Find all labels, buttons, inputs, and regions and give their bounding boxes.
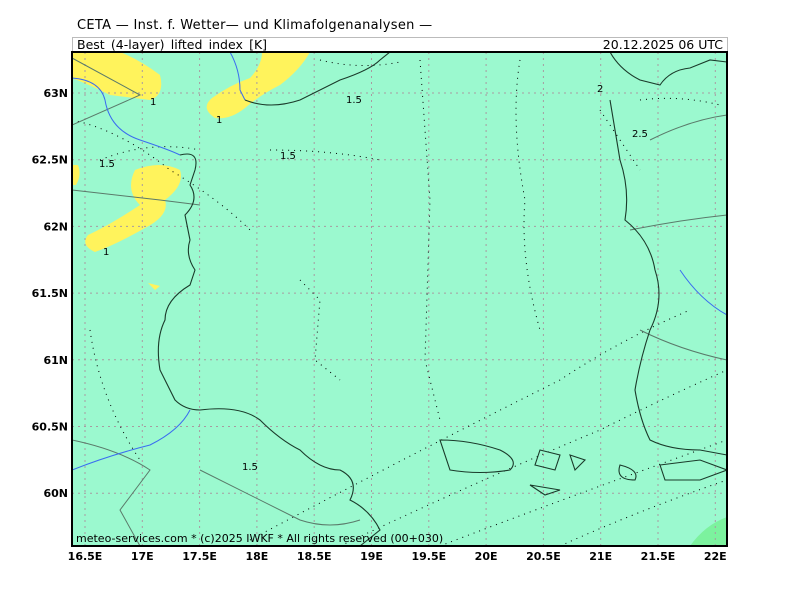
valid-time: 20.12.2025 06 UTC bbox=[602, 37, 723, 52]
low-li-area bbox=[72, 165, 80, 185]
contour-label: 1.5 bbox=[242, 462, 258, 473]
lon-label: 18E bbox=[245, 550, 268, 563]
lon-label: 22E bbox=[704, 550, 727, 563]
lat-label: 63N bbox=[43, 87, 68, 100]
lat-lon-grid bbox=[72, 52, 727, 546]
lon-label: 19.5E bbox=[411, 550, 446, 563]
contour-label: 2 bbox=[597, 84, 603, 95]
lat-label: 62N bbox=[43, 220, 68, 233]
lon-label: 20.5E bbox=[526, 550, 561, 563]
lon-label: 21.5E bbox=[641, 550, 676, 563]
chart-title: CETA — Inst. f. Wetter— und Klimafolgena… bbox=[77, 18, 433, 33]
contour-label: 1.5 bbox=[99, 159, 115, 170]
low-li-area bbox=[85, 165, 181, 252]
coastline bbox=[157, 52, 727, 546]
contour-label: 2.5 bbox=[632, 129, 648, 140]
lat-label: 60N bbox=[43, 487, 68, 500]
contour-label: 1.5 bbox=[346, 95, 362, 106]
lat-label: 61N bbox=[43, 354, 68, 367]
lon-label: 18.5E bbox=[297, 550, 332, 563]
country-borders bbox=[72, 57, 727, 546]
map-background bbox=[72, 52, 727, 546]
lon-label: 16.5E bbox=[68, 550, 103, 563]
lon-label: 17E bbox=[131, 550, 154, 563]
high-li-area bbox=[690, 517, 727, 546]
lon-label: 21E bbox=[589, 550, 612, 563]
lon-label: 17.5E bbox=[182, 550, 217, 563]
rivers bbox=[72, 52, 727, 471]
low-li-area bbox=[72, 52, 162, 100]
lat-label: 61.5N bbox=[32, 287, 68, 300]
contour-label: 1 bbox=[103, 247, 109, 258]
parameter-label: Best_(4-layer)_lifted_index_[K] bbox=[77, 37, 268, 52]
lat-label: 60.5N bbox=[32, 421, 68, 434]
contour-label: 1 bbox=[216, 115, 222, 126]
lat-label: 62.5N bbox=[32, 154, 68, 167]
contour-lines bbox=[72, 59, 727, 546]
lon-label: 20E bbox=[475, 550, 498, 563]
map-frame bbox=[71, 51, 728, 547]
contour-label: 1.5 bbox=[280, 151, 296, 162]
low-li-area bbox=[206, 52, 310, 119]
contour-label: 1 bbox=[150, 97, 156, 108]
low-li-area bbox=[148, 283, 160, 290]
copyright-footer: meteo-services.com * (c)2025 IWKF * All … bbox=[76, 532, 444, 545]
lon-label: 19E bbox=[360, 550, 383, 563]
